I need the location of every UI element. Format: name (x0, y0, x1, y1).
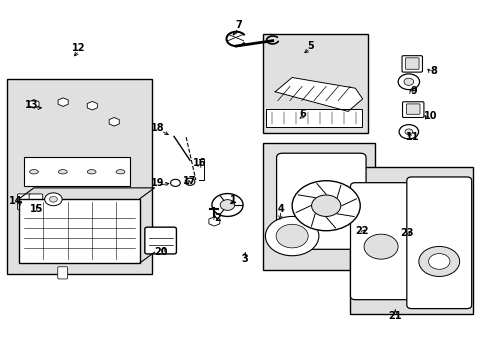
Text: 18: 18 (151, 123, 164, 133)
Bar (350, 167, 472, 314)
Circle shape (403, 78, 413, 85)
Ellipse shape (59, 170, 67, 174)
Text: 7: 7 (235, 19, 242, 30)
Circle shape (276, 224, 307, 248)
FancyBboxPatch shape (18, 194, 31, 210)
FancyBboxPatch shape (401, 56, 422, 72)
FancyBboxPatch shape (406, 104, 419, 114)
Text: 10: 10 (423, 111, 436, 121)
Text: 16: 16 (193, 158, 206, 168)
FancyBboxPatch shape (58, 267, 67, 279)
Text: 12: 12 (72, 43, 86, 53)
Ellipse shape (116, 170, 124, 174)
Ellipse shape (30, 170, 38, 174)
FancyBboxPatch shape (24, 157, 130, 186)
Text: 6: 6 (299, 109, 305, 119)
FancyBboxPatch shape (144, 227, 176, 254)
Circle shape (418, 247, 459, 276)
Bar (7, 79, 152, 274)
Text: 4: 4 (277, 203, 284, 213)
FancyBboxPatch shape (266, 109, 361, 127)
FancyBboxPatch shape (350, 183, 411, 300)
Circle shape (44, 193, 62, 206)
Circle shape (397, 74, 419, 90)
Text: 14: 14 (9, 197, 22, 206)
FancyBboxPatch shape (406, 177, 471, 309)
Circle shape (220, 200, 234, 210)
Text: 1: 1 (230, 195, 237, 204)
Text: 17: 17 (183, 176, 196, 186)
Circle shape (311, 195, 340, 216)
Text: 21: 21 (387, 311, 401, 321)
Bar (263, 33, 367, 133)
FancyBboxPatch shape (20, 199, 140, 263)
Circle shape (49, 197, 57, 202)
Circle shape (211, 194, 243, 216)
Text: 19: 19 (151, 178, 164, 188)
Text: 23: 23 (400, 228, 413, 238)
Text: 9: 9 (409, 86, 416, 96)
Circle shape (398, 125, 418, 139)
Text: 13: 13 (25, 100, 38, 110)
Circle shape (185, 178, 195, 185)
Text: 11: 11 (405, 132, 418, 142)
Text: 22: 22 (355, 226, 368, 236)
Circle shape (265, 216, 318, 256)
FancyBboxPatch shape (405, 58, 418, 69)
Text: 20: 20 (154, 247, 167, 257)
Circle shape (364, 234, 397, 259)
Circle shape (427, 253, 449, 269)
FancyBboxPatch shape (276, 153, 366, 249)
Circle shape (404, 129, 412, 135)
Text: 15: 15 (30, 204, 43, 214)
Text: 2: 2 (214, 212, 221, 222)
Circle shape (291, 181, 360, 231)
Ellipse shape (87, 170, 96, 174)
Polygon shape (275, 77, 362, 111)
Text: 5: 5 (306, 41, 313, 51)
FancyBboxPatch shape (29, 194, 42, 210)
Text: 3: 3 (241, 253, 247, 264)
Text: 8: 8 (430, 66, 437, 76)
Bar (263, 143, 374, 270)
FancyBboxPatch shape (402, 102, 423, 117)
Circle shape (170, 179, 180, 186)
